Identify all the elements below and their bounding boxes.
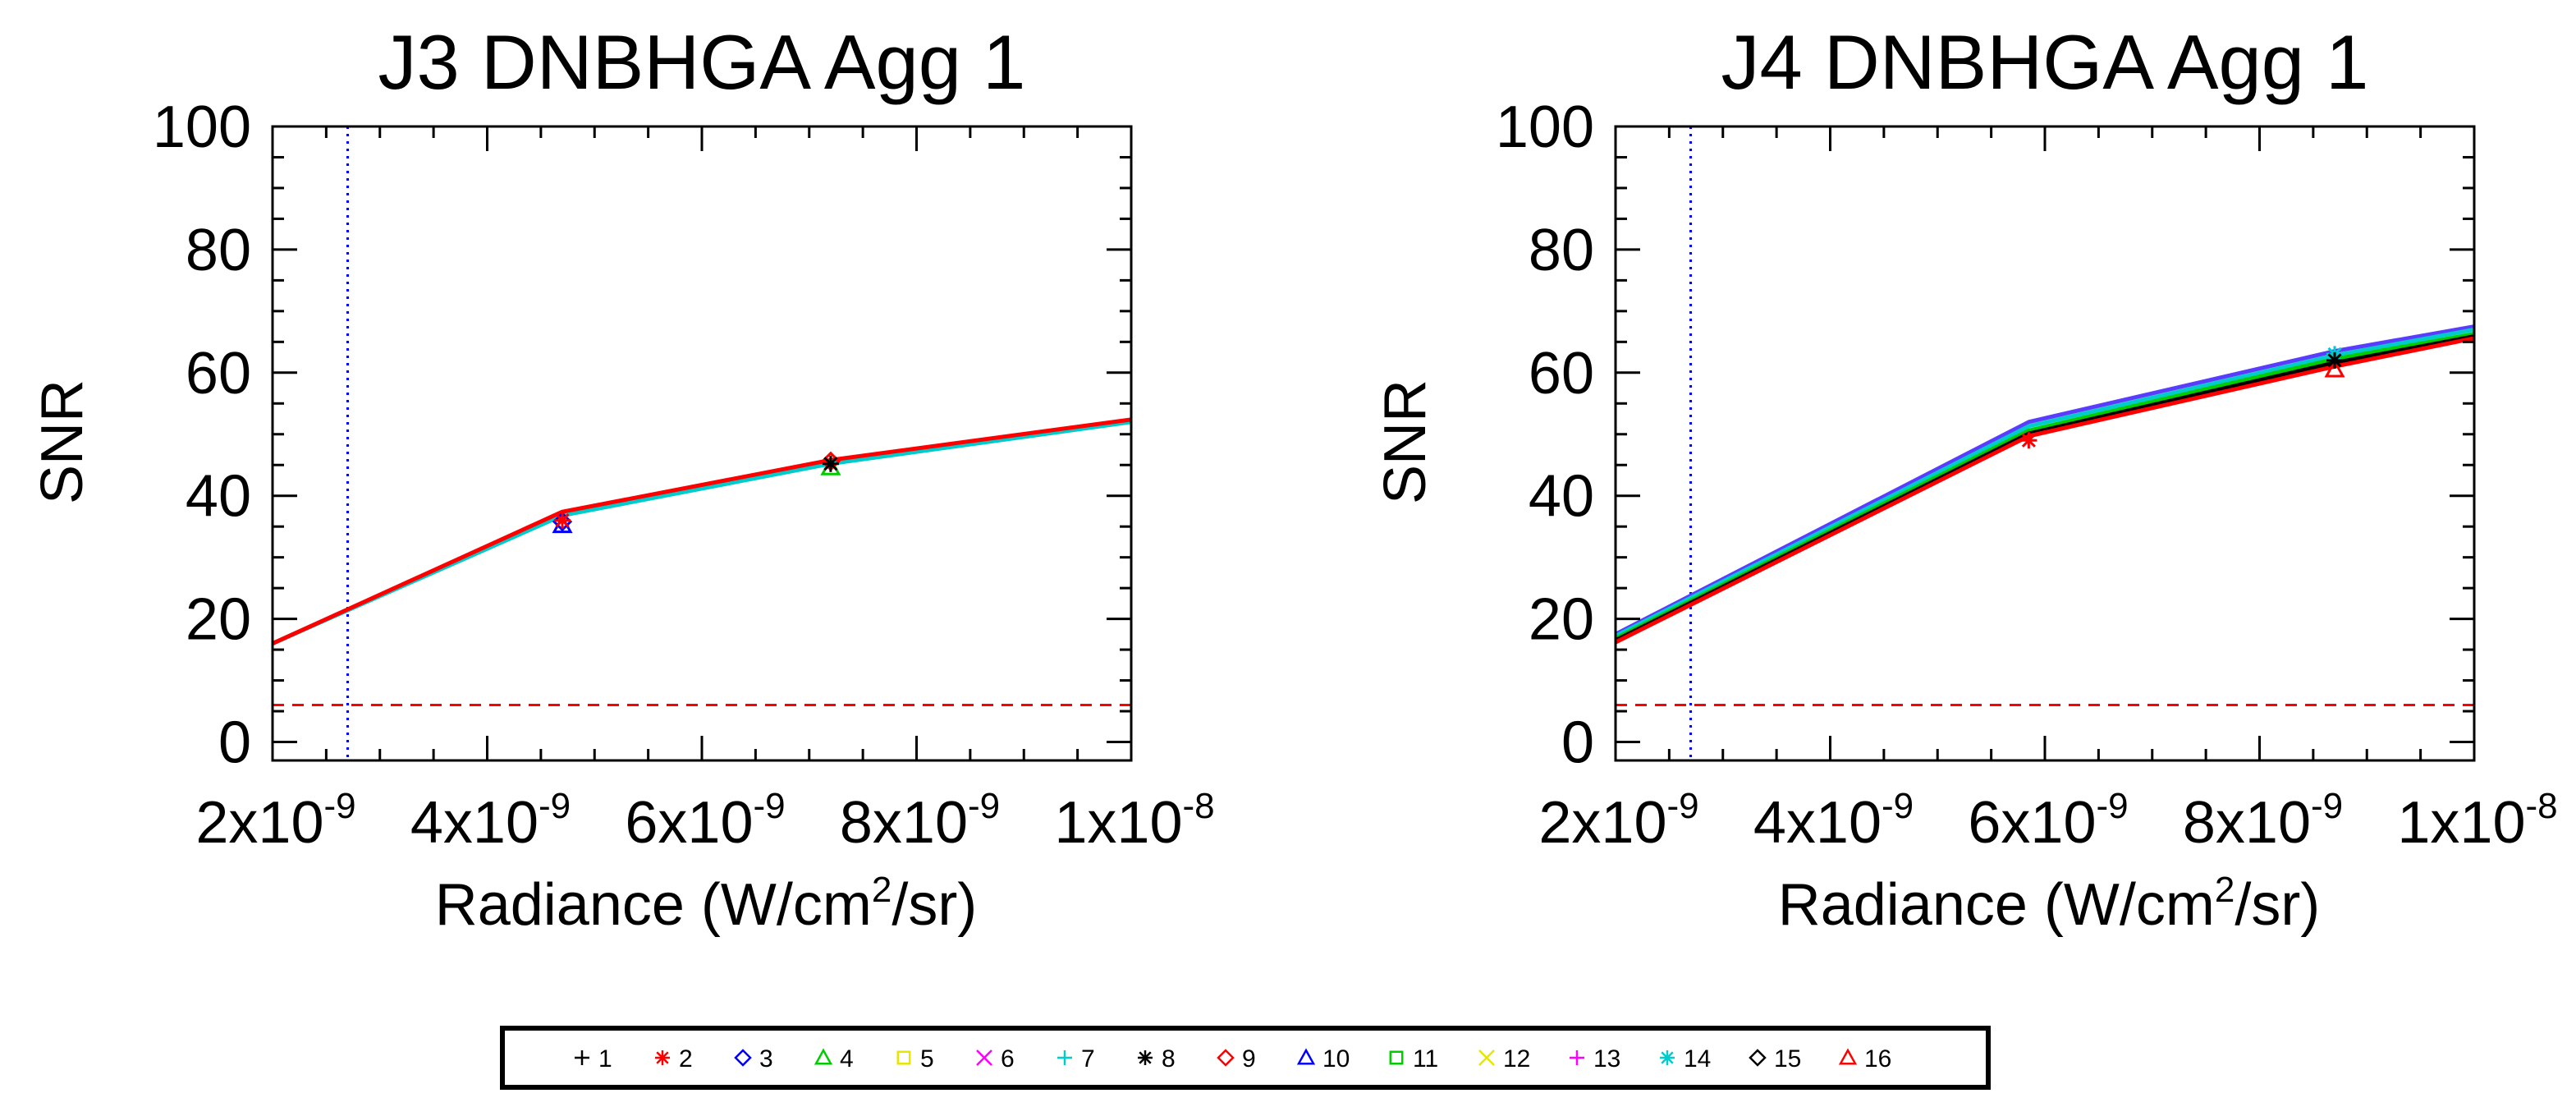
legend-label: 13 [1593, 1045, 1620, 1073]
y-tick-label: 60 [1529, 341, 1594, 407]
x-tick-label: 2x10-9 [1538, 786, 1698, 856]
legend-symbol-x-icon [976, 1050, 992, 1066]
x-tick-label: 4x10-9 [1753, 786, 1914, 856]
legend-symbol-triangle-icon [1296, 1048, 1316, 1065]
legend-symbol-plus-icon [1570, 1050, 1584, 1065]
legend-label: 12 [1503, 1045, 1530, 1073]
legend-item-6: 6 [976, 1045, 1015, 1073]
data-point-8 [2326, 351, 2344, 369]
legend-item-10: 10 [1296, 1045, 1350, 1073]
x-tick-label: 8x10-9 [840, 786, 1000, 856]
y-tick-label: 40 [1529, 464, 1594, 530]
y-tick-label: 0 [1561, 710, 1594, 776]
chart-title: J3 DNBHGA Agg 1 [378, 19, 1026, 105]
legend-symbol-diamond-icon [1749, 1049, 1767, 1067]
chart-panel-j3: J3 DNBHGA Agg 1 0 20 40 60 80 100 2x10-9 4x10-9 6… [30, 19, 1215, 938]
series-line-11 [1616, 332, 2474, 641]
legend-item-2: 2 [655, 1045, 693, 1073]
data-point-2 [2020, 432, 2037, 449]
legend-label: 16 [1864, 1045, 1891, 1073]
series-line-10 [1616, 324, 2474, 636]
data-point-3 [552, 512, 573, 532]
x-tick-label: 8x10-9 [2183, 786, 2343, 856]
legend-label: 11 [1413, 1045, 1438, 1073]
series-line-7 [273, 420, 1131, 645]
y-tick-label: 20 [1529, 587, 1594, 653]
legend-label: 9 [1242, 1045, 1256, 1073]
data-point-16 [2324, 358, 2345, 378]
y-tick-label: 0 [218, 710, 251, 776]
legend-label: 10 [1322, 1045, 1350, 1073]
axes-frame [271, 125, 1133, 762]
y-tick-label: 80 [1529, 218, 1594, 283]
legend-item-3: 3 [734, 1045, 773, 1073]
legend-label: 4 [840, 1045, 854, 1073]
legend-item-15: 15 [1749, 1045, 1801, 1073]
legend-symbol-diamond-icon [734, 1049, 752, 1067]
legend-item-7: 7 [1057, 1045, 1095, 1073]
y-tick-label: 40 [186, 464, 251, 530]
y-tick-label: 20 [186, 587, 251, 653]
series-line-16 [1616, 336, 2474, 645]
legend-label: 5 [920, 1045, 934, 1073]
x-tick-label: 2x10-9 [195, 786, 355, 856]
y-tick-label: 80 [186, 218, 251, 283]
legend-item-9: 9 [1217, 1045, 1256, 1073]
y-tick-label: 100 [153, 94, 251, 160]
legend-symbol-triangle-icon [1838, 1048, 1858, 1065]
series-line-16 [273, 417, 1131, 645]
legend-symbol-plus-icon [1057, 1050, 1072, 1065]
x-tick-label: 6x10-9 [1968, 786, 2128, 856]
series-line-1 [273, 418, 1131, 645]
legend: 1 2 3 4 5 6 7 8 9 10 11 12 13 14 15 16 [500, 1026, 1991, 1090]
series-line-7 [1616, 327, 2474, 638]
legend-symbol-diamond-icon [1217, 1049, 1235, 1067]
legend-label: 7 [1081, 1045, 1095, 1073]
y-tick-label: 100 [1496, 94, 1594, 160]
y-axis-label: SNR [30, 379, 95, 504]
legend-item-5: 5 [896, 1045, 934, 1073]
x-axis-label: Radiance (W/cm2/sr) [435, 870, 978, 938]
legend-label: 6 [1001, 1045, 1015, 1073]
y-tick-label: 60 [186, 341, 251, 407]
plot-area [1616, 126, 2474, 760]
legend-symbol-plus-icon [575, 1050, 589, 1065]
legend-label: 14 [1684, 1045, 1711, 1073]
x-tick-label: 1x10-8 [1054, 786, 1214, 856]
chart-title: J4 DNBHGA Agg 1 [1721, 19, 2369, 105]
legend-symbol-asterisk-icon [1660, 1050, 1675, 1065]
x-tick-label: 4x10-9 [410, 786, 571, 856]
legend-label: 1 [598, 1045, 612, 1073]
x-tick-label: 1x10-8 [2397, 786, 2557, 856]
plot-area [273, 126, 1131, 760]
legend-item-16: 16 [1838, 1045, 1891, 1073]
legend-symbol-square-icon [1389, 1050, 1404, 1065]
x-axis-label: Radiance (W/cm2/sr) [1778, 870, 2321, 938]
legend-label: 8 [1162, 1045, 1176, 1073]
legend-symbol-asterisk-icon [655, 1050, 670, 1065]
legend-item-8: 8 [1138, 1045, 1176, 1073]
legend-item-13: 13 [1570, 1045, 1620, 1073]
legend-label: 2 [679, 1045, 693, 1073]
data-point-8 [822, 455, 839, 472]
legend-symbol-triangle-icon [814, 1048, 833, 1065]
legend-item-12: 12 [1478, 1045, 1530, 1073]
legend-label: 15 [1774, 1045, 1801, 1073]
y-axis-label: SNR [1373, 379, 1438, 504]
legend-symbol-square-icon [896, 1050, 911, 1065]
legend-label: 3 [759, 1045, 773, 1073]
series-line-8 [1616, 334, 2474, 643]
legend-item-4: 4 [814, 1045, 854, 1073]
x-tick-label: 6x10-9 [625, 786, 785, 856]
legend-item-1: 1 [575, 1045, 612, 1073]
legend-symbol-x-icon [1478, 1050, 1495, 1066]
legend-item-11: 11 [1389, 1045, 1438, 1073]
chart-panel-j4: J4 DNBHGA Agg 1 0 20 40 60 80 100 2x10-9 4x10-9 6… [1373, 19, 2558, 938]
legend-item-14: 14 [1660, 1045, 1711, 1073]
axes-frame [1614, 125, 2476, 762]
legend-symbol-asterisk-icon [1138, 1050, 1153, 1065]
data-point-2 [554, 512, 571, 529]
